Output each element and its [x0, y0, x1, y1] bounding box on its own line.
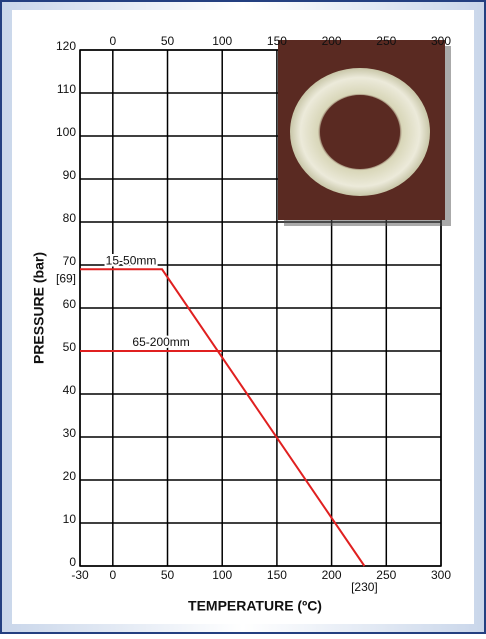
x-top-tick-label: 250 [376, 34, 396, 48]
x-top-tick-label: 100 [212, 34, 232, 48]
x-top-tick-label: 150 [267, 34, 287, 48]
y-tick-label: 10 [63, 512, 77, 526]
y-tick-label: 80 [63, 211, 77, 225]
y-tick-label: 0 [69, 555, 76, 569]
y-tick-label: 100 [56, 125, 76, 139]
x-top-tick-label: 0 [109, 34, 116, 48]
y-tick-label: 30 [63, 426, 77, 440]
y-tick-label: 120 [56, 39, 76, 53]
x-tick-label: 100 [212, 568, 232, 582]
x-tick-label: 0 [109, 568, 116, 582]
x-axis-label: TEMPERATURE (ºC) [188, 598, 322, 614]
x-tick-label: -30 [71, 568, 89, 582]
x-tick-label: 200 [322, 568, 342, 582]
x-top-tick-label: 50 [161, 34, 175, 48]
y-tick-label: 70 [63, 254, 77, 268]
y-axis-label: PRESSURE (bar) [31, 252, 47, 364]
series-line [80, 268, 366, 567]
x-top-tick-label: 300 [431, 34, 451, 48]
x-tick-label: 300 [431, 568, 451, 582]
y-tick-label: 50 [63, 340, 77, 354]
y-tick-label: 60 [63, 297, 77, 311]
series-label: 15-50mm [106, 253, 157, 267]
x-tick-label: 250 [376, 568, 396, 582]
photo [278, 40, 451, 226]
x-top-tick-label: 200 [322, 34, 342, 48]
y-tick-label: 20 [63, 469, 77, 483]
y-tick-label: 90 [63, 168, 77, 182]
x-tick-label: 50 [161, 568, 175, 582]
y-tick-label: 40 [63, 383, 77, 397]
annotation: [230] [351, 580, 378, 594]
annotation: [69] [56, 271, 76, 285]
x-tick-label: 150 [267, 568, 287, 582]
y-tick-label: 110 [57, 82, 76, 96]
series-label: 65-200mm [132, 335, 189, 349]
